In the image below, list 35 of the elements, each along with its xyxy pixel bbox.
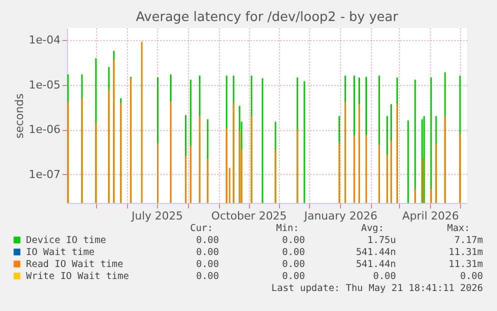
legend-label: Device IO time xyxy=(26,235,106,246)
text: 0.00 xyxy=(373,271,396,282)
text: 541.44n xyxy=(356,247,396,258)
x-tick-label: April 2026 xyxy=(402,210,459,222)
text: Avg: xyxy=(361,223,384,234)
x-tick-label: October 2025 xyxy=(211,210,287,222)
legend-label: Write IO Wait time xyxy=(26,271,130,282)
text: 0.00 xyxy=(196,247,220,258)
legend-label: IO Wait time xyxy=(26,247,95,258)
y-tick-label: 1e-07 xyxy=(28,168,60,181)
legend-label: Read IO Wait time xyxy=(26,259,124,270)
y-tick-label: 1e-04 xyxy=(28,33,60,46)
text: 7.17m xyxy=(454,235,484,246)
text: 541.44n xyxy=(356,259,396,270)
text: Max: xyxy=(447,223,470,234)
text: Min: xyxy=(276,223,299,234)
text: 0.00 xyxy=(460,271,484,282)
text: Cur: xyxy=(190,223,213,234)
y-tick-label: 1e-05 xyxy=(28,78,60,92)
text: 0.00 xyxy=(282,259,306,270)
text: Last update: Thu May 21 18:41:11 2026 xyxy=(271,283,484,294)
text: 11.31m xyxy=(448,259,484,270)
x-tick-label: January 2026 xyxy=(303,210,378,222)
text: 0.00 xyxy=(282,235,306,246)
text: 1.75u xyxy=(367,235,396,246)
text: 11.31m xyxy=(448,247,484,258)
text: 0.00 xyxy=(282,247,306,258)
text: 0.00 xyxy=(196,259,220,270)
text: 0.00 xyxy=(196,235,220,246)
text: 0.00 xyxy=(282,271,306,282)
y-tick-label: 1e-06 xyxy=(28,123,60,136)
y-axis-title: seconds xyxy=(12,93,26,138)
text: 0.00 xyxy=(196,271,220,282)
chart-title: Average latency for /dev/loop2 - by year xyxy=(136,10,399,25)
x-tick-label: July 2025 xyxy=(130,210,183,222)
